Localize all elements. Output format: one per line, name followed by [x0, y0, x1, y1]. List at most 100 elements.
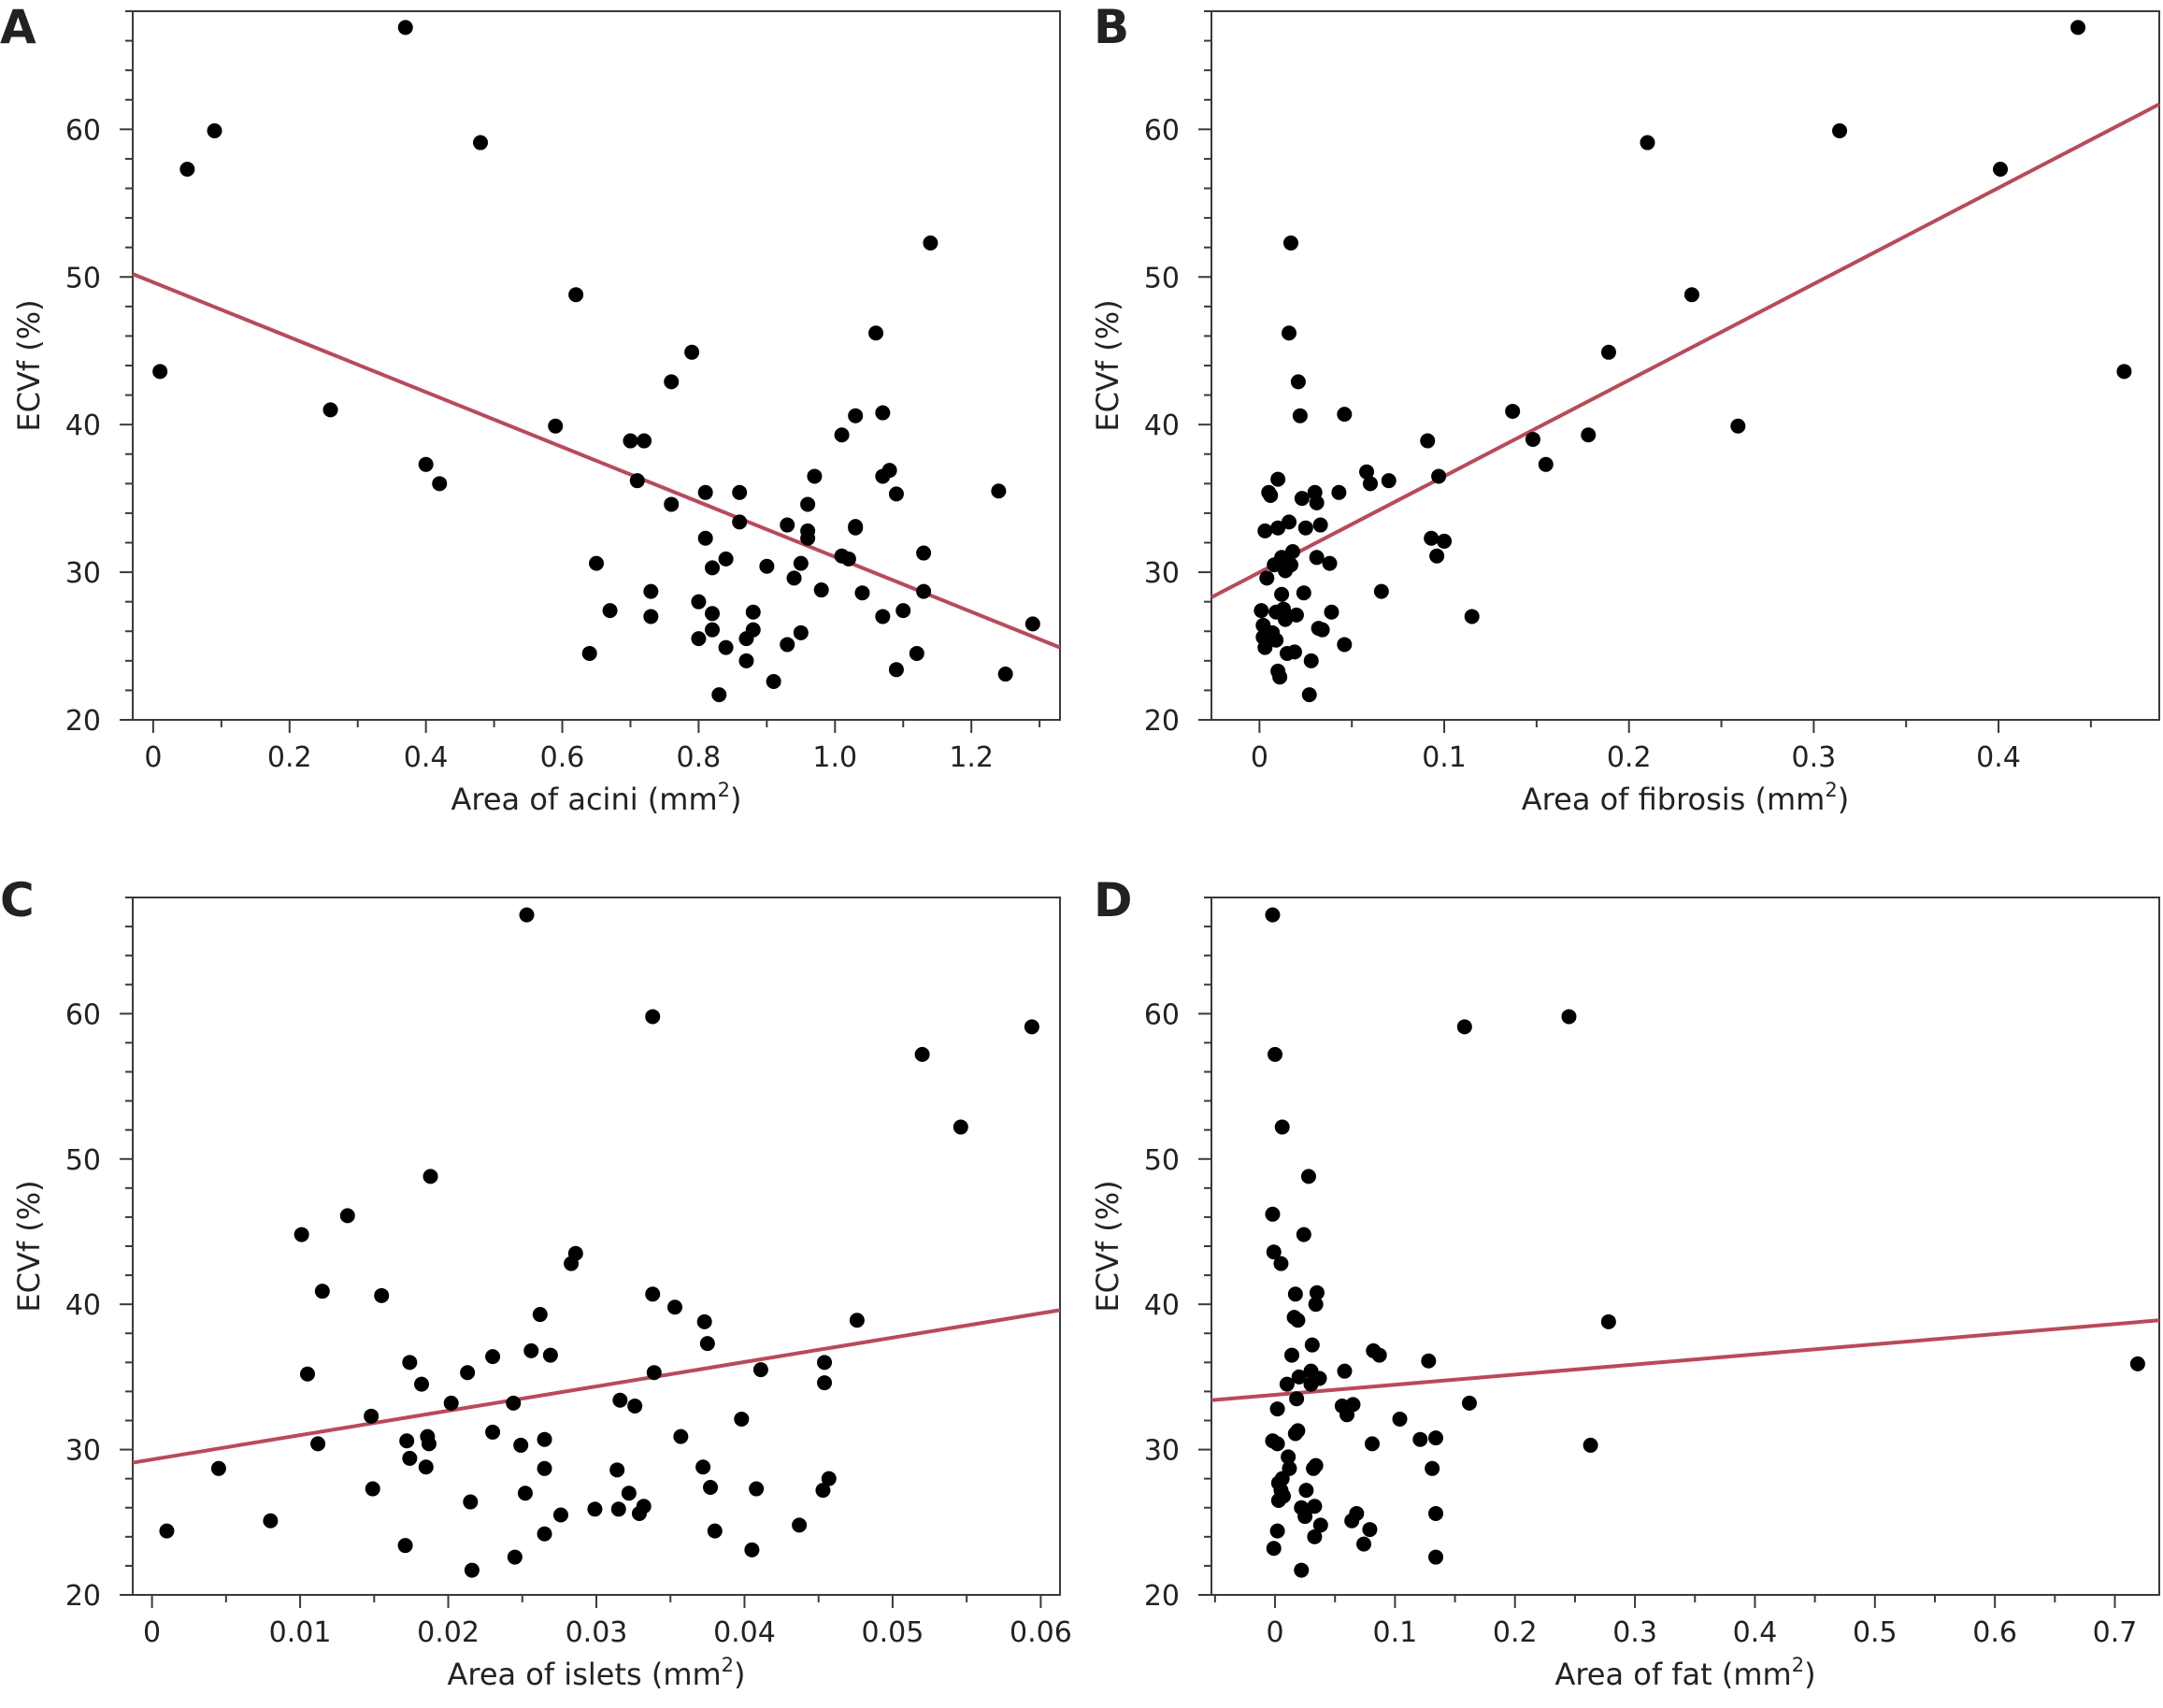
data-point	[718, 639, 734, 655]
data-point	[1281, 1449, 1296, 1465]
y-tick-label: 20	[1144, 1580, 1180, 1613]
data-point	[759, 558, 775, 574]
data-point	[1600, 1313, 1616, 1329]
data-point	[1276, 1488, 1292, 1504]
data-point	[612, 1392, 628, 1408]
data-point	[1265, 907, 1281, 923]
data-point	[1431, 468, 1447, 484]
data-point	[1279, 1376, 1295, 1392]
data-point	[1364, 1436, 1380, 1452]
data-point	[159, 1523, 175, 1539]
data-point	[1288, 607, 1304, 623]
data-point	[537, 1460, 552, 1476]
data-point	[621, 1486, 637, 1501]
data-point	[548, 418, 564, 434]
data-point	[1322, 555, 1338, 571]
data-point	[1270, 471, 1286, 487]
data-point	[991, 483, 1007, 499]
plot-frame	[1210, 10, 2160, 721]
data-point	[1268, 1046, 1283, 1062]
data-point	[1294, 1562, 1310, 1578]
data-point	[643, 583, 659, 599]
data-point	[463, 1494, 479, 1510]
data-point	[1282, 514, 1297, 530]
data-point	[786, 570, 802, 586]
y-axis-label: ECVf (%)	[11, 299, 47, 431]
data-point	[881, 463, 897, 479]
data-point	[1269, 1401, 1285, 1417]
data-point	[1412, 1431, 1428, 1447]
data-point	[2116, 364, 2132, 380]
data-point	[532, 1307, 548, 1323]
y-tick-label: 30	[65, 1435, 101, 1468]
data-point	[1284, 543, 1300, 559]
data-point	[744, 1542, 760, 1557]
x-tick-label: 0.4	[404, 741, 449, 774]
data-point	[705, 606, 720, 622]
data-point	[1371, 1347, 1387, 1363]
data-point	[1309, 550, 1325, 566]
data-point	[664, 374, 680, 390]
data-point	[581, 645, 597, 661]
y-tick-label: 60	[65, 114, 101, 147]
data-point	[464, 1562, 480, 1578]
data-point	[1294, 491, 1310, 507]
data-point	[997, 667, 1013, 682]
data-point	[322, 402, 338, 418]
data-point	[152, 364, 168, 380]
data-point	[840, 551, 856, 567]
data-point	[817, 1355, 833, 1371]
data-point	[1298, 1483, 1314, 1499]
data-point	[1292, 408, 1308, 423]
data-point	[299, 1366, 315, 1382]
data-point	[210, 1460, 226, 1476]
data-point	[610, 1501, 626, 1517]
x-tick-label: 0.6	[540, 741, 585, 774]
data-point	[1297, 520, 1313, 536]
data-point	[705, 560, 720, 576]
data-point	[834, 427, 850, 443]
data-point	[738, 653, 754, 668]
regression-line	[132, 272, 1061, 650]
data-point	[1300, 1169, 1316, 1184]
panel-letter: C	[0, 873, 35, 927]
data-point	[1337, 407, 1353, 423]
data-point	[397, 20, 413, 36]
data-point	[1269, 1436, 1285, 1452]
data-point	[542, 1347, 558, 1363]
x-axis-label: Area of islets (mm2)	[447, 1654, 745, 1692]
y-tick-label: 60	[65, 998, 101, 1031]
y-tick-label: 20	[1144, 705, 1180, 738]
data-point	[1324, 604, 1339, 620]
chart-panel-b: B 0 0.1 0.2 0.3 0.4 20 30 40 50 60 Area of fibrosis…	[1090, 0, 2160, 817]
data-point	[923, 235, 938, 251]
data-point	[792, 1517, 808, 1533]
x-tick-label: 0.4	[1733, 1616, 1778, 1649]
data-point	[1429, 548, 1445, 564]
data-point	[780, 517, 795, 533]
data-point	[1282, 235, 1298, 251]
data-point	[691, 594, 707, 610]
x-tick-label: 0.6	[1972, 1616, 2017, 1649]
data-point	[1337, 1363, 1353, 1379]
data-point	[1337, 637, 1353, 653]
data-point	[1303, 653, 1319, 668]
x-tick-label: 0	[1251, 741, 1268, 774]
data-point	[800, 530, 816, 546]
data-point	[1381, 473, 1397, 489]
y-tick-label: 30	[1144, 1435, 1180, 1468]
data-point	[374, 1287, 390, 1303]
x-tick-label: 0.04	[713, 1616, 776, 1649]
data-point	[848, 520, 864, 536]
x-tick-label: 0.2	[267, 741, 312, 774]
x-tick-label: 0.06	[1010, 1616, 1072, 1649]
data-point	[421, 1436, 437, 1452]
data-point	[1273, 1256, 1289, 1271]
data-point	[732, 514, 748, 530]
data-point	[2070, 20, 2086, 36]
data-point	[365, 1481, 380, 1497]
data-point	[506, 1395, 522, 1411]
data-point	[1308, 1457, 1324, 1473]
data-point	[817, 1375, 833, 1391]
data-point	[695, 1459, 711, 1475]
